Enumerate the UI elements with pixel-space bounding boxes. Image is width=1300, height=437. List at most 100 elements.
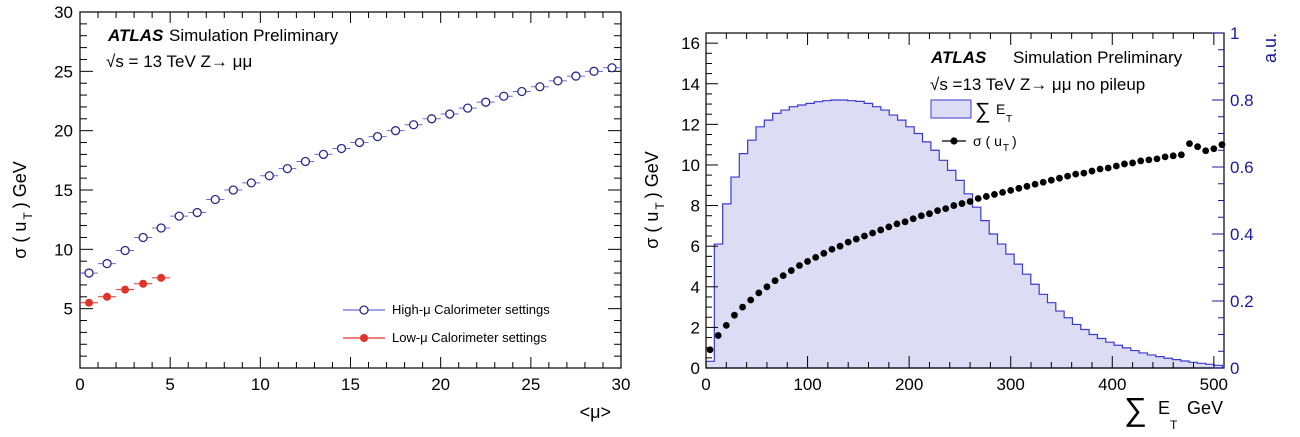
sigma-ut-point: [1112, 162, 1120, 170]
sigma-ut-point: [1023, 182, 1031, 190]
sigma-ut-point: [804, 258, 811, 265]
left-simulation-label: Simulation Preliminary: [169, 26, 339, 45]
right-y-tick-label: 4: [691, 278, 700, 297]
high-mu-point: [426, 114, 437, 124]
right-y-tick-label: 0: [691, 359, 700, 378]
right-histogram: [705, 99, 1223, 369]
left-y-tick-label: 25: [54, 62, 73, 81]
left-data-points: [80, 63, 621, 307]
sigma-ut-point: [1015, 184, 1023, 192]
high-mu-point: [553, 76, 563, 86]
sigma-ut-point: [1121, 160, 1128, 168]
sigma-ut-point: [942, 205, 950, 213]
sigma-ut-point: [1169, 152, 1177, 160]
left-plot: σ ( uT) GeV <μ> ATLAS Simulation Prelimi…: [10, 3, 630, 422]
left-xlabel: <μ>: [580, 402, 611, 422]
sigma-ut-point: [706, 346, 714, 354]
sigma-ut-point: [747, 296, 755, 304]
right-y2-tick-label: 0: [1230, 359, 1239, 378]
high-mu-point: [228, 185, 238, 195]
high-mu-point: [138, 232, 148, 243]
high-mu-point: [192, 207, 202, 218]
right-simulation-label: Simulation Preliminary: [1013, 48, 1183, 67]
right-x-tick-label: 100: [793, 375, 821, 394]
high-mu-point: [246, 178, 256, 188]
right-atlas-label: ATLAS: [930, 48, 987, 67]
right-x-tick-label: 500: [1200, 375, 1228, 394]
sum-et-histogram: [705, 99, 1223, 369]
sigma-ut-point: [1153, 155, 1161, 163]
sigma-ut-point: [901, 218, 909, 226]
left-x-tick-label: 30: [612, 375, 631, 394]
sigma-ut-point: [852, 235, 860, 243]
sigma-ut-point: [771, 277, 779, 285]
high-mu-point: [571, 71, 581, 81]
left-axis-ticks: 0 5 10 15 20 25 30 5 10 15 20 25 30: [54, 3, 630, 394]
sigma-ut-point: [1104, 164, 1112, 172]
sigma-ut-point: [1031, 180, 1039, 188]
left-y-tick-label: 10: [54, 240, 73, 259]
high-mu-point: [336, 143, 347, 154]
right-y2-tick-label: 1: [1230, 24, 1239, 43]
low-mu-point: [157, 273, 166, 282]
sigma-ut-point: [812, 253, 820, 261]
right-legend-hist-subscript: T: [1006, 114, 1012, 125]
sigma-ut-point: [1096, 165, 1104, 173]
left-ylabel-unit: ) GeV: [10, 161, 30, 208]
right-plot: σ ( uT) GeV a.u. ∑ E T GeV ATLAS Simulat…: [642, 24, 1280, 432]
right-y2-tick-label: 0.8: [1230, 91, 1254, 110]
right-xlabel-unit: GeV: [1187, 398, 1223, 418]
sigma-ut-point: [950, 202, 958, 209]
high-mu-point: [517, 86, 527, 97]
left-y-tick-label: 5: [64, 300, 73, 319]
sigma-ut-point: [991, 191, 998, 198]
right-legend-points-subscript: T: [1003, 143, 1009, 154]
right-xlabel-main: E: [1158, 398, 1170, 418]
low-mu-point: [85, 298, 94, 307]
right-x-tick-label: 200: [895, 375, 923, 394]
right-energy-label: √s =13 TeV Z→ μμ no pileup: [930, 75, 1145, 94]
high-mu-point: [589, 66, 599, 76]
sigma-ut-point: [1047, 176, 1055, 184]
left-y-tick-label: 30: [54, 3, 73, 22]
left-ylabel: σ ( uT) GeV: [10, 161, 35, 258]
sigma-ut-point: [731, 311, 738, 319]
sigma-ut-point: [934, 207, 941, 215]
right-legend: ∑ E T σ ( uT): [930, 98, 1017, 154]
sigma-ut-point: [1202, 147, 1210, 155]
right-xlabel-sum: ∑: [1124, 391, 1147, 427]
high-mu-point: [463, 103, 473, 113]
high-mu-point: [481, 97, 491, 107]
right-x-tick-label: 400: [1098, 375, 1126, 394]
sigma-ut-point: [1064, 172, 1071, 180]
right-x-tick-label: 300: [997, 375, 1025, 394]
right-ylabel: σ ( uT) GeV: [642, 151, 667, 248]
sigma-ut-point: [1080, 169, 1088, 177]
high-mu-point: [607, 63, 617, 73]
left-x-tick-label: 5: [165, 375, 174, 394]
right-y-tick-label: 8: [691, 197, 700, 216]
sigma-ut-point: [1072, 170, 1080, 178]
high-mu-point: [120, 245, 130, 256]
sigma-ut-point: [958, 200, 966, 207]
sigma-ut-point: [820, 249, 828, 257]
sigma-ut-point: [796, 262, 803, 269]
sigma-ut-point: [885, 223, 893, 231]
right-y-tick-label: 14: [681, 75, 700, 94]
right-axis-ticks: 0 100 200 300 400 500024681012141600.20.40.60…: [681, 24, 1254, 394]
high-mu-point: [408, 120, 419, 130]
sigma-ut-point: [999, 188, 1006, 196]
right-legend-points-label: σ ( uT): [973, 133, 1017, 154]
high-mu-point: [445, 109, 455, 119]
right-ylabel-subscript: T: [653, 202, 667, 210]
sigma-ut-point: [1056, 174, 1063, 182]
left-x-tick-label: 25: [521, 375, 540, 394]
left-atlas-label: ATLAS: [107, 26, 164, 45]
right-x-tick-label: 0: [701, 375, 710, 394]
left-x-tick-label: 10: [251, 375, 270, 394]
left-x-tick-label: 20: [431, 375, 450, 394]
right-legend-hist-sum: ∑: [975, 98, 991, 123]
high-mu-point: [535, 82, 545, 92]
sigma-ut-point: [926, 210, 933, 218]
